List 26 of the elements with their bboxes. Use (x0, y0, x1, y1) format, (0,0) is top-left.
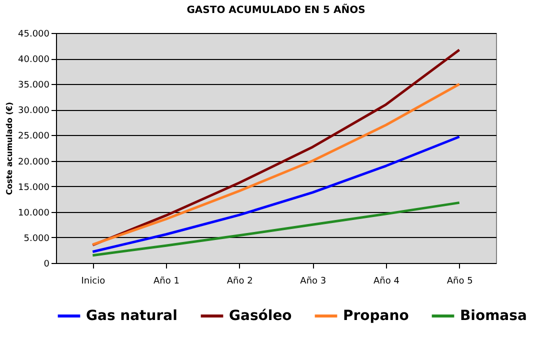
y-tick-label: 10.000 (18, 208, 50, 218)
line-series (91, 136, 461, 254)
chart-title: GASTO ACUMULADO EN 5 AÑOS (186, 3, 366, 16)
y-axis-title: Coste acumulado (€) (5, 102, 14, 196)
x-tick-label: Año 1 (154, 276, 180, 286)
x-tick-label: Inicio (81, 276, 106, 286)
legend-label: Propano (343, 308, 410, 324)
y-tick-label: 35.000 (18, 80, 50, 91)
y-tick-label: 20.000 (18, 157, 50, 168)
y-tick-label: 15.000 (18, 182, 50, 193)
line-series (91, 82, 461, 246)
y-tick-label: 25.000 (18, 132, 50, 142)
line-series (91, 201, 461, 257)
legend-label: Gasóleo (229, 308, 292, 324)
y-tick-label: 40.000 (18, 55, 50, 66)
x-tick-label: Año 5 (446, 276, 473, 286)
x-tick-label: Año 3 (300, 276, 326, 286)
legend-label: Gas natural (86, 308, 178, 324)
y-tick-label: 0 (44, 260, 50, 270)
y-tick-label: 45.000 (18, 30, 50, 40)
line-series (91, 48, 461, 246)
legend-label: Biomasa (460, 308, 527, 324)
x-tick-label: Año 4 (374, 276, 400, 286)
y-tick-label: 30.000 (18, 106, 50, 116)
x-tick-label: Año 2 (226, 276, 253, 286)
y-tick-label: 5.000 (24, 234, 50, 244)
